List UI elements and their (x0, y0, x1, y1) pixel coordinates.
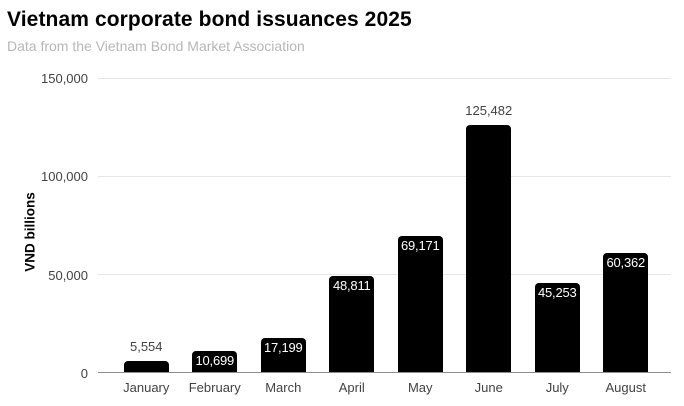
y-tick-label: 0 (80, 366, 88, 381)
bar-july: 45,253 (534, 283, 580, 372)
bar-value-label: 69,171 (400, 237, 440, 253)
y-axis-title: VND billions (22, 192, 38, 272)
gridline (98, 274, 671, 276)
gridline (98, 77, 671, 79)
bar-value-label: 125,482 (465, 103, 513, 119)
bar-value-label: 17,199 (263, 340, 303, 356)
bar-value-label: 10,699 (195, 352, 235, 368)
bar-june: 125,482 (465, 103, 512, 372)
bar-value-label: 5,554 (129, 339, 163, 355)
chart-title: Vietnam corporate bond issuances 2025 (7, 8, 412, 31)
x-tick-label: April (338, 380, 365, 395)
chart-subtitle: Data from the Vietnam Bond Market Associ… (7, 38, 305, 54)
x-tick-label: February (188, 380, 241, 395)
y-tick-label: 150,000 (41, 71, 88, 86)
bar-february: 10,699 (192, 350, 238, 372)
bar-value-label: 45,253 (537, 285, 577, 301)
bar-value-label: 60,362 (606, 255, 646, 271)
plot-area: 5,554 10,699 17,199 48,811 69,171 125,482 45,2… (98, 77, 671, 373)
y-tick-label: 100,000 (41, 169, 88, 185)
x-tick-label: January (123, 380, 170, 395)
bar-may: 69,171 (397, 235, 443, 372)
x-tick-label: July (545, 380, 569, 395)
x-tick-label: May (407, 380, 433, 395)
x-tick-label: March (265, 380, 302, 395)
x-tick-label: August (605, 380, 646, 395)
x-tick-label: June (474, 380, 503, 395)
bar-april: 48,811 (329, 276, 375, 372)
gridline (98, 175, 671, 177)
bar-value-label: 48,811 (332, 278, 371, 294)
bar-january: 5,554 (123, 339, 169, 372)
bar-august: 60,362 (603, 253, 649, 372)
y-tick-label: 50,000 (48, 267, 88, 283)
bar-march: 17,199 (260, 338, 306, 372)
